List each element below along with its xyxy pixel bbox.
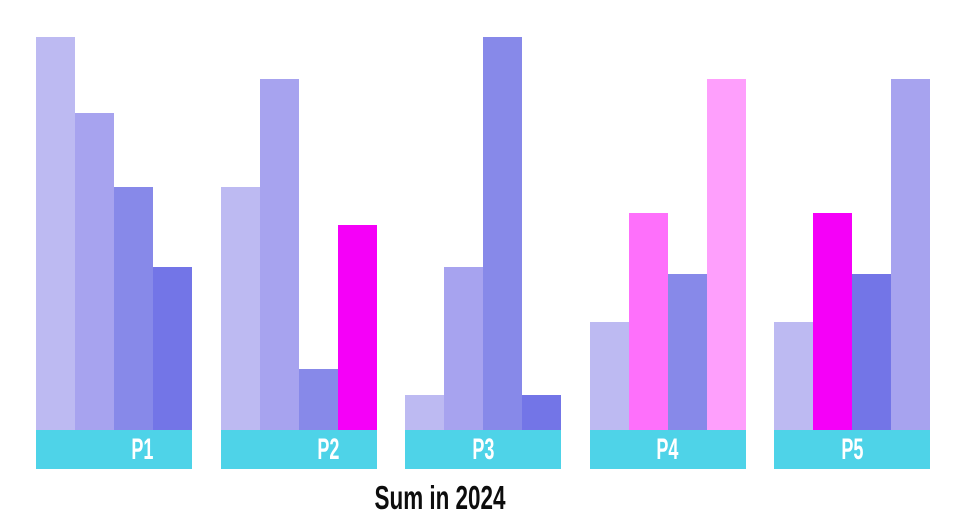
category-label-p1: P1 [130, 432, 154, 466]
bar-p4-3 [667, 274, 707, 430]
bar-p1-1 [36, 37, 75, 430]
bar-p2-4 [337, 225, 377, 430]
plot-area: P1 P2 P3 P4 P5 [36, 0, 930, 469]
bar-p5-1 [774, 322, 813, 430]
bar-group-p2: P2 [220, 0, 377, 469]
bar-group-p3: P3 [405, 0, 561, 469]
category-band-p2: P2 [220, 430, 377, 469]
bar-group-p5: P5 [774, 0, 930, 469]
bar-p3-4 [522, 395, 561, 430]
bar-p4-4 [706, 79, 746, 430]
category-label-p3: P3 [471, 432, 495, 466]
bar-p5-2 [813, 213, 852, 430]
category-band-p3: P3 [405, 430, 561, 469]
category-band-p1: P1 [36, 430, 192, 469]
bar-group-p1: P1 [36, 0, 192, 469]
category-band-p5: P5 [774, 430, 930, 469]
bar-p5-3 [852, 274, 891, 430]
category-band-p4: P4 [589, 430, 746, 469]
bar-cluster [589, 0, 746, 430]
bar-p1-4 [153, 267, 192, 430]
bar-group-p4: P4 [589, 0, 746, 469]
bar-p5-4 [891, 79, 930, 430]
bar-p3-3 [483, 37, 522, 430]
bar-cluster [774, 0, 930, 430]
category-label-p2: P2 [317, 432, 340, 466]
bar-p2-2 [259, 79, 299, 430]
bar-p3-2 [444, 267, 483, 430]
bar-cluster [36, 0, 192, 430]
bar-p2-1 [220, 187, 260, 430]
bar-p4-1 [589, 322, 629, 430]
bar-p3-1 [405, 395, 444, 430]
bar-p4-2 [628, 213, 668, 430]
chart-title-wrap: Sum in 2024 [344, 481, 537, 514]
bar-cluster [220, 0, 377, 430]
category-label-p5: P5 [840, 432, 864, 466]
category-label-p4: P4 [656, 432, 679, 466]
chart-title: Sum in 2024 [374, 479, 506, 516]
bar-cluster [405, 0, 561, 430]
bar-p1-3 [114, 187, 153, 430]
bar-p1-2 [75, 113, 114, 430]
bar-p2-3 [298, 369, 338, 430]
